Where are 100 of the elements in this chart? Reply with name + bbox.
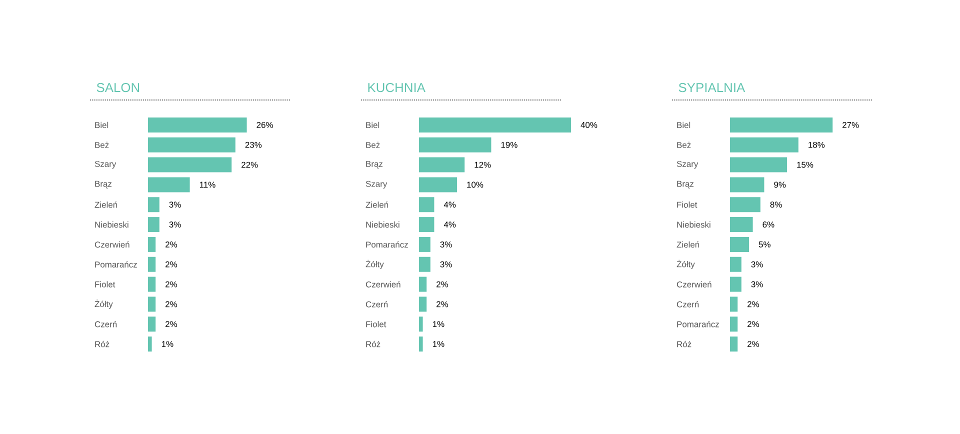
y-tick-label: Beż (95, 142, 109, 148)
bar (730, 236, 750, 252)
y-tick-label: Zieleń (676, 241, 700, 248)
bar (419, 296, 427, 312)
y-tick-label: Szary (676, 160, 698, 169)
y-tick-label: Beż (366, 142, 380, 148)
chart-title: SYPIALNIA (678, 82, 746, 92)
data-label: 1% (432, 341, 444, 348)
data-label: 3% (440, 261, 452, 268)
y-tick-label: Pomarańcz (366, 241, 408, 248)
data-label: 3% (751, 281, 763, 288)
bar (419, 217, 434, 232)
y-tick-label: Fiolet (95, 281, 116, 288)
data-label: 12% (474, 162, 491, 168)
data-label: 3% (169, 222, 181, 228)
data-label: 2% (166, 261, 178, 268)
bar (148, 336, 152, 352)
bar (148, 137, 236, 152)
data-label: 4% (444, 222, 456, 228)
chart-title: SALON (96, 82, 140, 92)
bar (148, 117, 247, 132)
y-tick-label: Czerwień (94, 241, 130, 248)
data-label: 2% (436, 281, 448, 288)
bar (419, 157, 465, 172)
bar (419, 316, 423, 332)
data-label: 2% (748, 341, 760, 348)
data-label: 10% (467, 182, 484, 188)
data-label: 1% (432, 321, 444, 328)
bar (148, 276, 156, 292)
data-label: 2% (748, 321, 760, 328)
data-label: 2% (166, 301, 178, 308)
data-label: 22% (242, 162, 258, 168)
data-label: 23% (245, 142, 262, 148)
y-tick-label: Czerwień (366, 281, 400, 288)
y-tick-label: Beż (677, 142, 691, 148)
bar (148, 197, 160, 212)
bar (148, 256, 156, 272)
bar (148, 157, 232, 172)
bar (148, 217, 160, 232)
data-label: 3% (169, 202, 181, 208)
y-tick-label: Czerń (366, 301, 388, 308)
data-label: 40% (580, 122, 598, 128)
bar (730, 336, 738, 352)
data-label: 19% (501, 142, 518, 148)
y-tick-label: Brąz (95, 180, 112, 189)
bar (419, 256, 430, 272)
y-tick-label: Fiolet (366, 321, 386, 328)
bar (730, 316, 738, 332)
data-label: 1% (162, 341, 174, 348)
y-tick-label: Zieleń (366, 201, 388, 208)
y-tick-label: Pomarańcz (677, 320, 719, 328)
data-label: 2% (166, 321, 178, 328)
data-label: 5% (758, 241, 770, 248)
data-label: 2% (748, 301, 760, 308)
y-tick-label: Szary (94, 160, 116, 169)
y-tick-label: Róż (677, 340, 692, 348)
data-label: 26% (256, 122, 273, 128)
bar (730, 217, 753, 232)
y-tick-label: Żółty (366, 260, 384, 269)
y-tick-label: Brąz (677, 180, 694, 189)
bar (730, 276, 742, 292)
y-tick-label: Żółty (676, 260, 695, 269)
data-label: 2% (166, 281, 178, 288)
y-tick-label: Biel (95, 122, 108, 128)
y-tick-label: Biel (677, 122, 690, 128)
bar (148, 296, 156, 312)
data-label: 11% (200, 182, 216, 188)
y-tick-label: Szary (366, 180, 388, 189)
bar (148, 316, 156, 332)
bar (730, 117, 833, 132)
data-label: 9% (774, 182, 786, 188)
y-tick-label: Zieleń (94, 201, 118, 208)
y-tick-label: Fiolet (677, 202, 698, 208)
bar (419, 336, 423, 352)
chart-title: KUCHNIA (368, 82, 426, 92)
y-tick-label: Niebieski (95, 221, 128, 228)
bar (419, 137, 492, 152)
y-tick-label: Czerń (94, 320, 117, 328)
bar (730, 197, 760, 212)
data-label: 15% (797, 162, 814, 168)
y-tick-label: Róż (366, 340, 380, 348)
bar (730, 137, 798, 152)
data-label: 3% (440, 241, 452, 248)
data-label: 8% (770, 202, 782, 208)
y-tick-label: Biel (366, 122, 380, 128)
y-tick-label: Czerwień (676, 281, 712, 288)
data-label: 3% (751, 261, 763, 268)
bar (730, 296, 738, 312)
y-tick-label: Żółty (94, 300, 113, 309)
bar (419, 197, 434, 212)
bar (730, 177, 764, 192)
y-tick-label: Róż (95, 340, 110, 348)
bar (730, 157, 788, 172)
y-tick-label: Brąz (366, 160, 383, 169)
y-tick-label: Niebieski (677, 221, 710, 228)
bar (148, 236, 156, 252)
y-tick-label: Pomarańcz (95, 261, 137, 268)
bar (419, 117, 572, 132)
bar (419, 236, 430, 252)
data-label: 2% (436, 301, 448, 308)
